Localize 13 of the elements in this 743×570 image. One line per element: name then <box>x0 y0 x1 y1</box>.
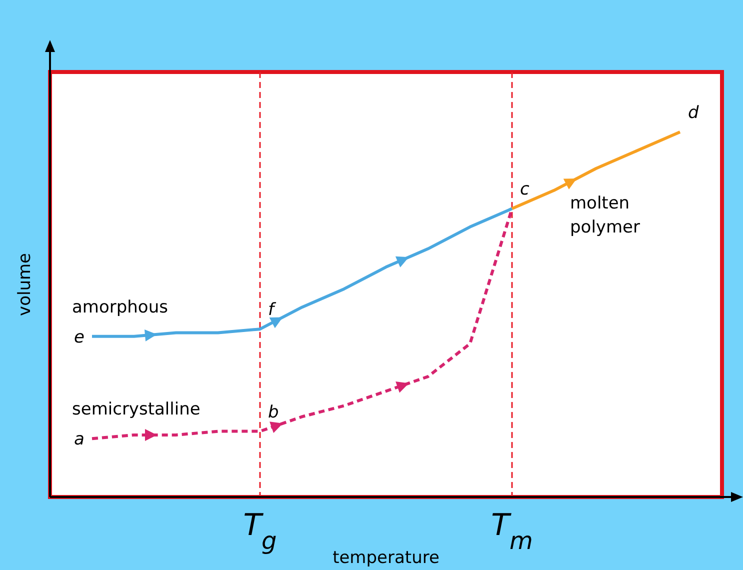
annotation: f <box>268 300 277 320</box>
x-tick-label: T$_{m}$ <box>491 508 533 555</box>
annotation: e <box>74 327 84 348</box>
x-tick-label: T$_{g}$ <box>243 508 277 555</box>
legend-label: molten polymer <box>570 194 640 238</box>
x-axis-title: temperature <box>332 548 440 568</box>
text: d <box>688 103 699 123</box>
annotation: a <box>74 430 84 450</box>
annotation: c <box>520 180 530 200</box>
y-axis-title: volume <box>15 253 35 316</box>
annotation: b <box>268 402 279 422</box>
series-label: amorphous <box>72 297 168 318</box>
series-label: semicrystalline <box>72 400 200 420</box>
